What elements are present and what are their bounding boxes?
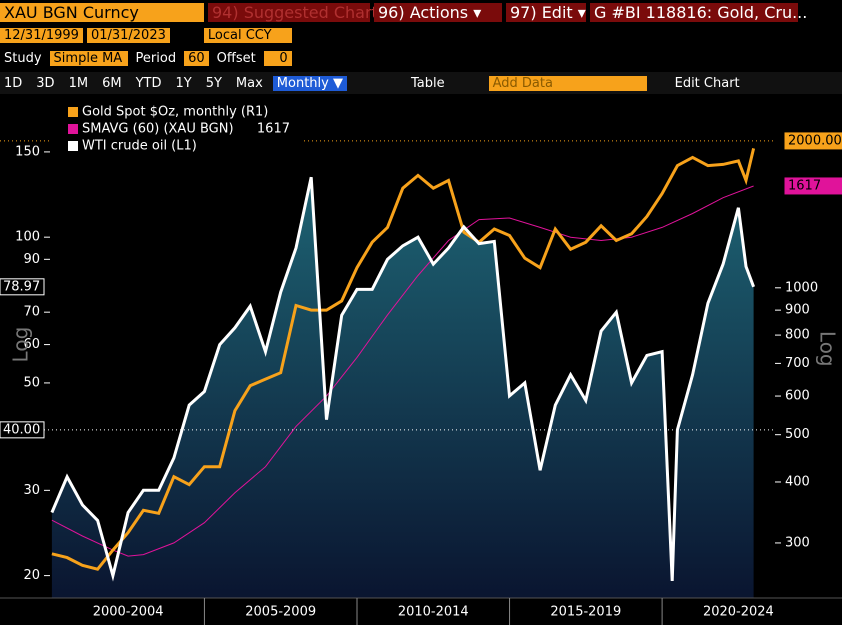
y-tick-label: 60 <box>23 337 40 352</box>
legend-value: 1617 <box>257 122 290 137</box>
y2-tick-label: 800 <box>785 328 810 343</box>
marker-box <box>0 421 45 439</box>
range-button[interactable]: 5Y <box>205 75 222 91</box>
end-date[interactable]: 01/31/2023 <box>86 27 170 43</box>
edit-chart[interactable]: Edit Chart <box>674 75 740 91</box>
legend-label: SMAVG (60) (XAU BGN) <box>82 122 234 137</box>
marker-box <box>0 278 45 296</box>
edit-menu[interactable]: 97) Edit ▾ <box>506 2 586 22</box>
y-tick-label: 50 <box>23 375 40 390</box>
add-data[interactable]: Add Data <box>488 75 647 91</box>
ticker[interactable]: XAU BGN Curncy <box>0 2 204 22</box>
legend: Gold Spot $Oz, monthly (R1) SMAVG (60) (X… <box>52 102 304 158</box>
study-label: Study <box>4 50 42 66</box>
range-button[interactable]: 3D <box>36 75 55 91</box>
range-button[interactable]: YTD <box>135 75 162 91</box>
legend-swatch <box>68 124 78 134</box>
y2-tick-label: 600 <box>785 389 810 404</box>
actions-menu[interactable]: 96) Actions ▾ <box>374 2 502 22</box>
line <box>50 176 756 582</box>
period-label: Period <box>135 50 177 66</box>
chart: 20 30 50 60 70 90 100 150 300 400 500 600 700 800 900 1… <box>0 102 842 625</box>
x-tick-label: 2020-2024 <box>703 605 774 620</box>
marker-label: 1617 <box>788 178 821 193</box>
x-tick-label: 2010-2014 <box>398 605 469 620</box>
range-button[interactable]: Max <box>235 75 263 91</box>
marker-label: 78.97 <box>3 279 40 294</box>
y-tick-label: 30 <box>23 483 40 498</box>
legend-label: Gold Spot $Oz, monthly (R1) <box>82 105 268 120</box>
chart-name[interactable]: G #BI 118816: Gold, Cru... <box>590 2 807 22</box>
y-tick-label: 150 <box>15 144 40 159</box>
y2-tick-label: 700 <box>785 356 810 371</box>
frequency[interactable]: Monthly ▼ <box>272 75 347 91</box>
marker-box <box>784 177 842 195</box>
study[interactable]: Simple MA <box>49 50 128 66</box>
y-axis-label: Log <box>9 327 33 363</box>
y2-tick-label: 900 <box>785 303 810 318</box>
y2-axis-label: Log <box>816 331 840 367</box>
legend-label: WTI crude oil (L1) <box>82 139 197 154</box>
marker-label: 40.00 <box>3 422 40 437</box>
offset[interactable]: 0 <box>263 50 292 66</box>
legend-box <box>52 102 304 158</box>
y-tick-label: 90 <box>23 252 40 267</box>
start-date[interactable]: 12/31/1999 <box>0 27 83 43</box>
suggested-charts[interactable]: 94) Suggested Charts <box>208 2 386 22</box>
x-tick-label: 2015-2019 <box>550 605 621 620</box>
marker-box <box>784 132 842 150</box>
range-bar: 1D 3D 1M 6M YTD 1Y 5Y Max Monthly ▼ Table Add Data… <box>0 72 842 94</box>
y-tick-label: 70 <box>23 305 40 320</box>
legend-swatch <box>68 141 78 151</box>
y2-tick-label: 1000 <box>785 280 818 295</box>
area <box>51 177 754 598</box>
y2-tick-label: 400 <box>785 474 810 489</box>
x-tick-label: 2000-2004 <box>93 605 164 620</box>
y2-tick-label: 500 <box>785 427 810 442</box>
range-button[interactable]: 1M <box>68 75 89 91</box>
y-tick-label: 20 <box>23 568 40 583</box>
legend-swatch <box>68 107 78 117</box>
study-bar: Study Simple MA Period 60 Offset 0 <box>0 48 842 68</box>
line <box>51 185 754 557</box>
range-button[interactable]: 1Y <box>175 75 192 91</box>
range-button[interactable]: 6M <box>102 75 122 91</box>
table-button[interactable]: Table <box>410 75 445 91</box>
offset-label: Offset <box>216 50 256 66</box>
y2-tick-label: 300 <box>785 535 810 550</box>
currency[interactable]: Local CCY <box>203 27 292 43</box>
title-bar: XAU BGN Curncy 94) Suggested Charts 96) … <box>0 0 842 24</box>
x-tick-label: 2005-2009 <box>245 605 316 620</box>
date-bar: 12/31/1999 01/31/2023 Local CCY <box>0 26 842 44</box>
range-button[interactable]: 1D <box>4 75 23 91</box>
marker-label: 2000.00 <box>788 133 842 148</box>
period[interactable]: 60 <box>184 50 209 66</box>
y-tick-label: 100 <box>15 230 40 245</box>
line <box>51 148 756 571</box>
